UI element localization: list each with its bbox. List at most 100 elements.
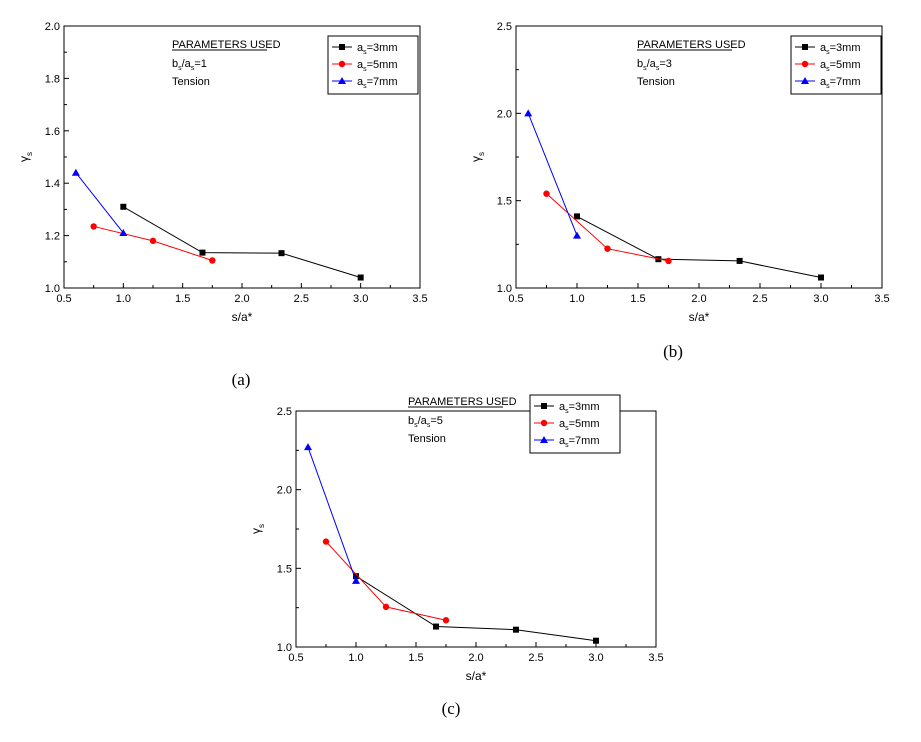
- legend-label-main: a: [820, 76, 827, 88]
- legend-label-2: as=5mm: [357, 59, 398, 73]
- x-tick-label: 0.5: [508, 293, 523, 305]
- panel-label: (b): [663, 342, 683, 361]
- y-tick-label: 2.0: [497, 108, 512, 120]
- y-tick-label: 1.0: [45, 283, 60, 295]
- chart-panel-1: 0.5 1.0 1.5 2.0 2.5 3.0 3.51.01.21.41.61.82.0s…: [17, 21, 428, 324]
- x-tick-label: 2.5: [752, 293, 767, 305]
- ratio-a-subscript: s: [427, 422, 431, 429]
- legend-label-subscript: s: [826, 83, 830, 90]
- annotation-load: Tension: [408, 433, 446, 445]
- chart-panel-2: 0.5 1.0 1.5 2.0 2.5 3.0 3.51.01.52.02.5s/a*γsP…: [469, 21, 890, 324]
- series-line-3: [527, 113, 578, 236]
- legend-label-subscript: s: [826, 49, 830, 56]
- legend-label-main: a: [357, 76, 364, 88]
- legend-label-subscript: s: [565, 442, 569, 449]
- legend-label-main: a: [559, 401, 566, 413]
- legend-label-rest: =5mm: [830, 59, 861, 71]
- series-line-3: [307, 447, 357, 582]
- x-tick-label: 1.0: [348, 652, 363, 664]
- x-tick-label: 3.0: [813, 293, 828, 305]
- ratio-value: =5: [430, 415, 443, 427]
- x-axis-label: s/a*: [232, 310, 253, 324]
- ratio-b: b: [172, 58, 178, 70]
- legend-label-rest: =3mm: [367, 42, 398, 54]
- panel-label: (a): [232, 370, 251, 389]
- ratio-a: /a: [647, 58, 657, 70]
- legend-marker-square: [802, 44, 808, 50]
- ratio-b-subscript: s: [178, 65, 182, 72]
- x-tick-label: 2.0: [234, 293, 249, 305]
- data-point-circle: [322, 538, 330, 545]
- x-axis-label: s/a*: [689, 310, 710, 324]
- data-point-circle: [149, 237, 157, 245]
- data-point-square: [512, 626, 519, 633]
- ratio-a-subscript: s: [656, 65, 660, 72]
- ratio-a: /a: [182, 58, 192, 70]
- legend-label-rest: =3mm: [569, 401, 600, 413]
- legend-label-1: as=3mm: [559, 401, 600, 415]
- data-point-circle: [209, 257, 216, 264]
- legend-marker-square: [541, 403, 547, 409]
- y-axis-label: γs: [17, 152, 34, 162]
- legend-label-main: a: [820, 42, 827, 54]
- legend-label-subscript: s: [363, 83, 367, 90]
- legend-label-main: a: [357, 42, 364, 54]
- annotation-load: Tension: [637, 76, 675, 88]
- y-tick-label: 1.5: [497, 196, 512, 208]
- data-point-circle: [543, 190, 550, 197]
- legend-marker-square: [339, 44, 345, 50]
- legend-label-main: a: [559, 418, 566, 430]
- legend-label-3: as=7mm: [357, 76, 398, 90]
- x-tick-label: 0.5: [56, 293, 71, 305]
- ratio-a-subscript: s: [191, 65, 195, 72]
- ratio-b-subscript: s: [414, 422, 418, 429]
- y-tick-label: 1.6: [45, 126, 60, 138]
- data-point-square: [353, 573, 359, 580]
- y-tick-label: 1.8: [45, 73, 60, 85]
- x-tick-label: 1.0: [569, 293, 584, 305]
- annotation-ratio: bs/as=1: [172, 58, 207, 72]
- data-point-triangle: [573, 231, 581, 239]
- legend-label-subscript: s: [363, 66, 367, 73]
- x-tick-label: 0.5: [288, 652, 303, 664]
- ratio-b-subscript: s: [643, 65, 647, 72]
- data-point-square: [593, 637, 599, 644]
- legend-label-subscript: s: [565, 408, 569, 415]
- data-point-square: [818, 274, 824, 281]
- y-axis-subscript: s: [477, 152, 486, 156]
- ratio-a: /a: [418, 415, 428, 427]
- ratio-b: b: [408, 415, 414, 427]
- data-point-square: [574, 213, 580, 220]
- annotation-title: PARAMETERS USED: [172, 39, 281, 51]
- y-tick-label: 2.5: [497, 21, 512, 33]
- legend-label-subscript: s: [826, 66, 830, 73]
- legend-label-1: as=3mm: [357, 42, 398, 56]
- x-tick-label: 3.0: [588, 652, 603, 664]
- annotation-title: PARAMETERS USED: [408, 396, 517, 408]
- data-point-square: [278, 250, 285, 257]
- y-axis-symbol: γ: [17, 156, 31, 162]
- legend-marker-circle: [338, 60, 346, 68]
- x-tick-label: 3.5: [874, 293, 889, 305]
- series-line-3: [75, 172, 124, 234]
- y-axis-label: γs: [249, 524, 266, 534]
- data-point-triangle: [71, 168, 80, 176]
- legend-label-rest: =3mm: [830, 42, 861, 54]
- y-tick-label: 2.0: [277, 485, 292, 497]
- data-point-circle: [90, 223, 97, 230]
- legend-label-subscript: s: [363, 49, 367, 56]
- legend-label-main: a: [559, 435, 566, 447]
- y-axis-symbol: γ: [469, 156, 483, 162]
- y-tick-label: 1.2: [45, 231, 60, 243]
- legend-label-2: as=5mm: [820, 59, 861, 73]
- data-point-circle: [382, 603, 390, 611]
- legend-label-rest: =5mm: [569, 418, 600, 430]
- y-axis-symbol: γ: [249, 528, 263, 534]
- series-line-1: [355, 575, 597, 642]
- x-tick-label: 2.0: [468, 652, 483, 664]
- y-tick-label: 1.5: [277, 563, 292, 575]
- y-axis-subscript: s: [25, 152, 34, 156]
- x-tick-label: 3.0: [353, 293, 368, 305]
- y-tick-label: 1.4: [45, 178, 60, 190]
